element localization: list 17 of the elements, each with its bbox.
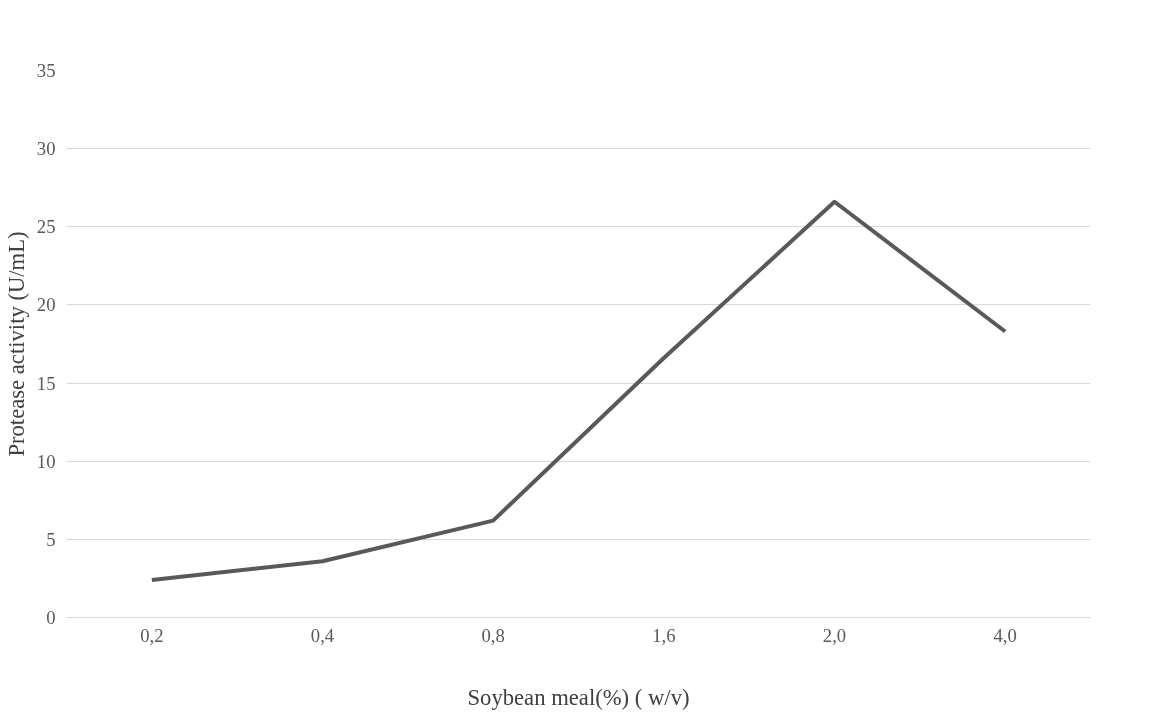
x-tick-label: 1,6 xyxy=(652,624,676,646)
x-tick-label: 4,0 xyxy=(993,624,1017,646)
y-axis-title: Protease activity (U/mL) xyxy=(3,231,29,457)
y-tick-label: 30 xyxy=(36,138,56,160)
y-tick-label: 25 xyxy=(36,216,56,238)
y-tick-label: 10 xyxy=(36,450,56,472)
y-tick-label: 20 xyxy=(36,294,56,316)
y-tick-label: 35 xyxy=(36,60,56,81)
y-tick-label: 5 xyxy=(46,528,56,550)
x-tick-label: 0,4 xyxy=(310,624,335,646)
x-tick-label: 2,0 xyxy=(822,624,847,646)
y-tick-label: 15 xyxy=(36,372,56,394)
x-axis-title: Soybean meal(%) ( w/v) xyxy=(467,684,690,710)
x-tick-label: 0,8 xyxy=(481,624,505,646)
x-tick-label: 0,2 xyxy=(140,624,164,646)
y-tick-label: 0 xyxy=(46,607,56,628)
line-series xyxy=(149,199,1008,582)
